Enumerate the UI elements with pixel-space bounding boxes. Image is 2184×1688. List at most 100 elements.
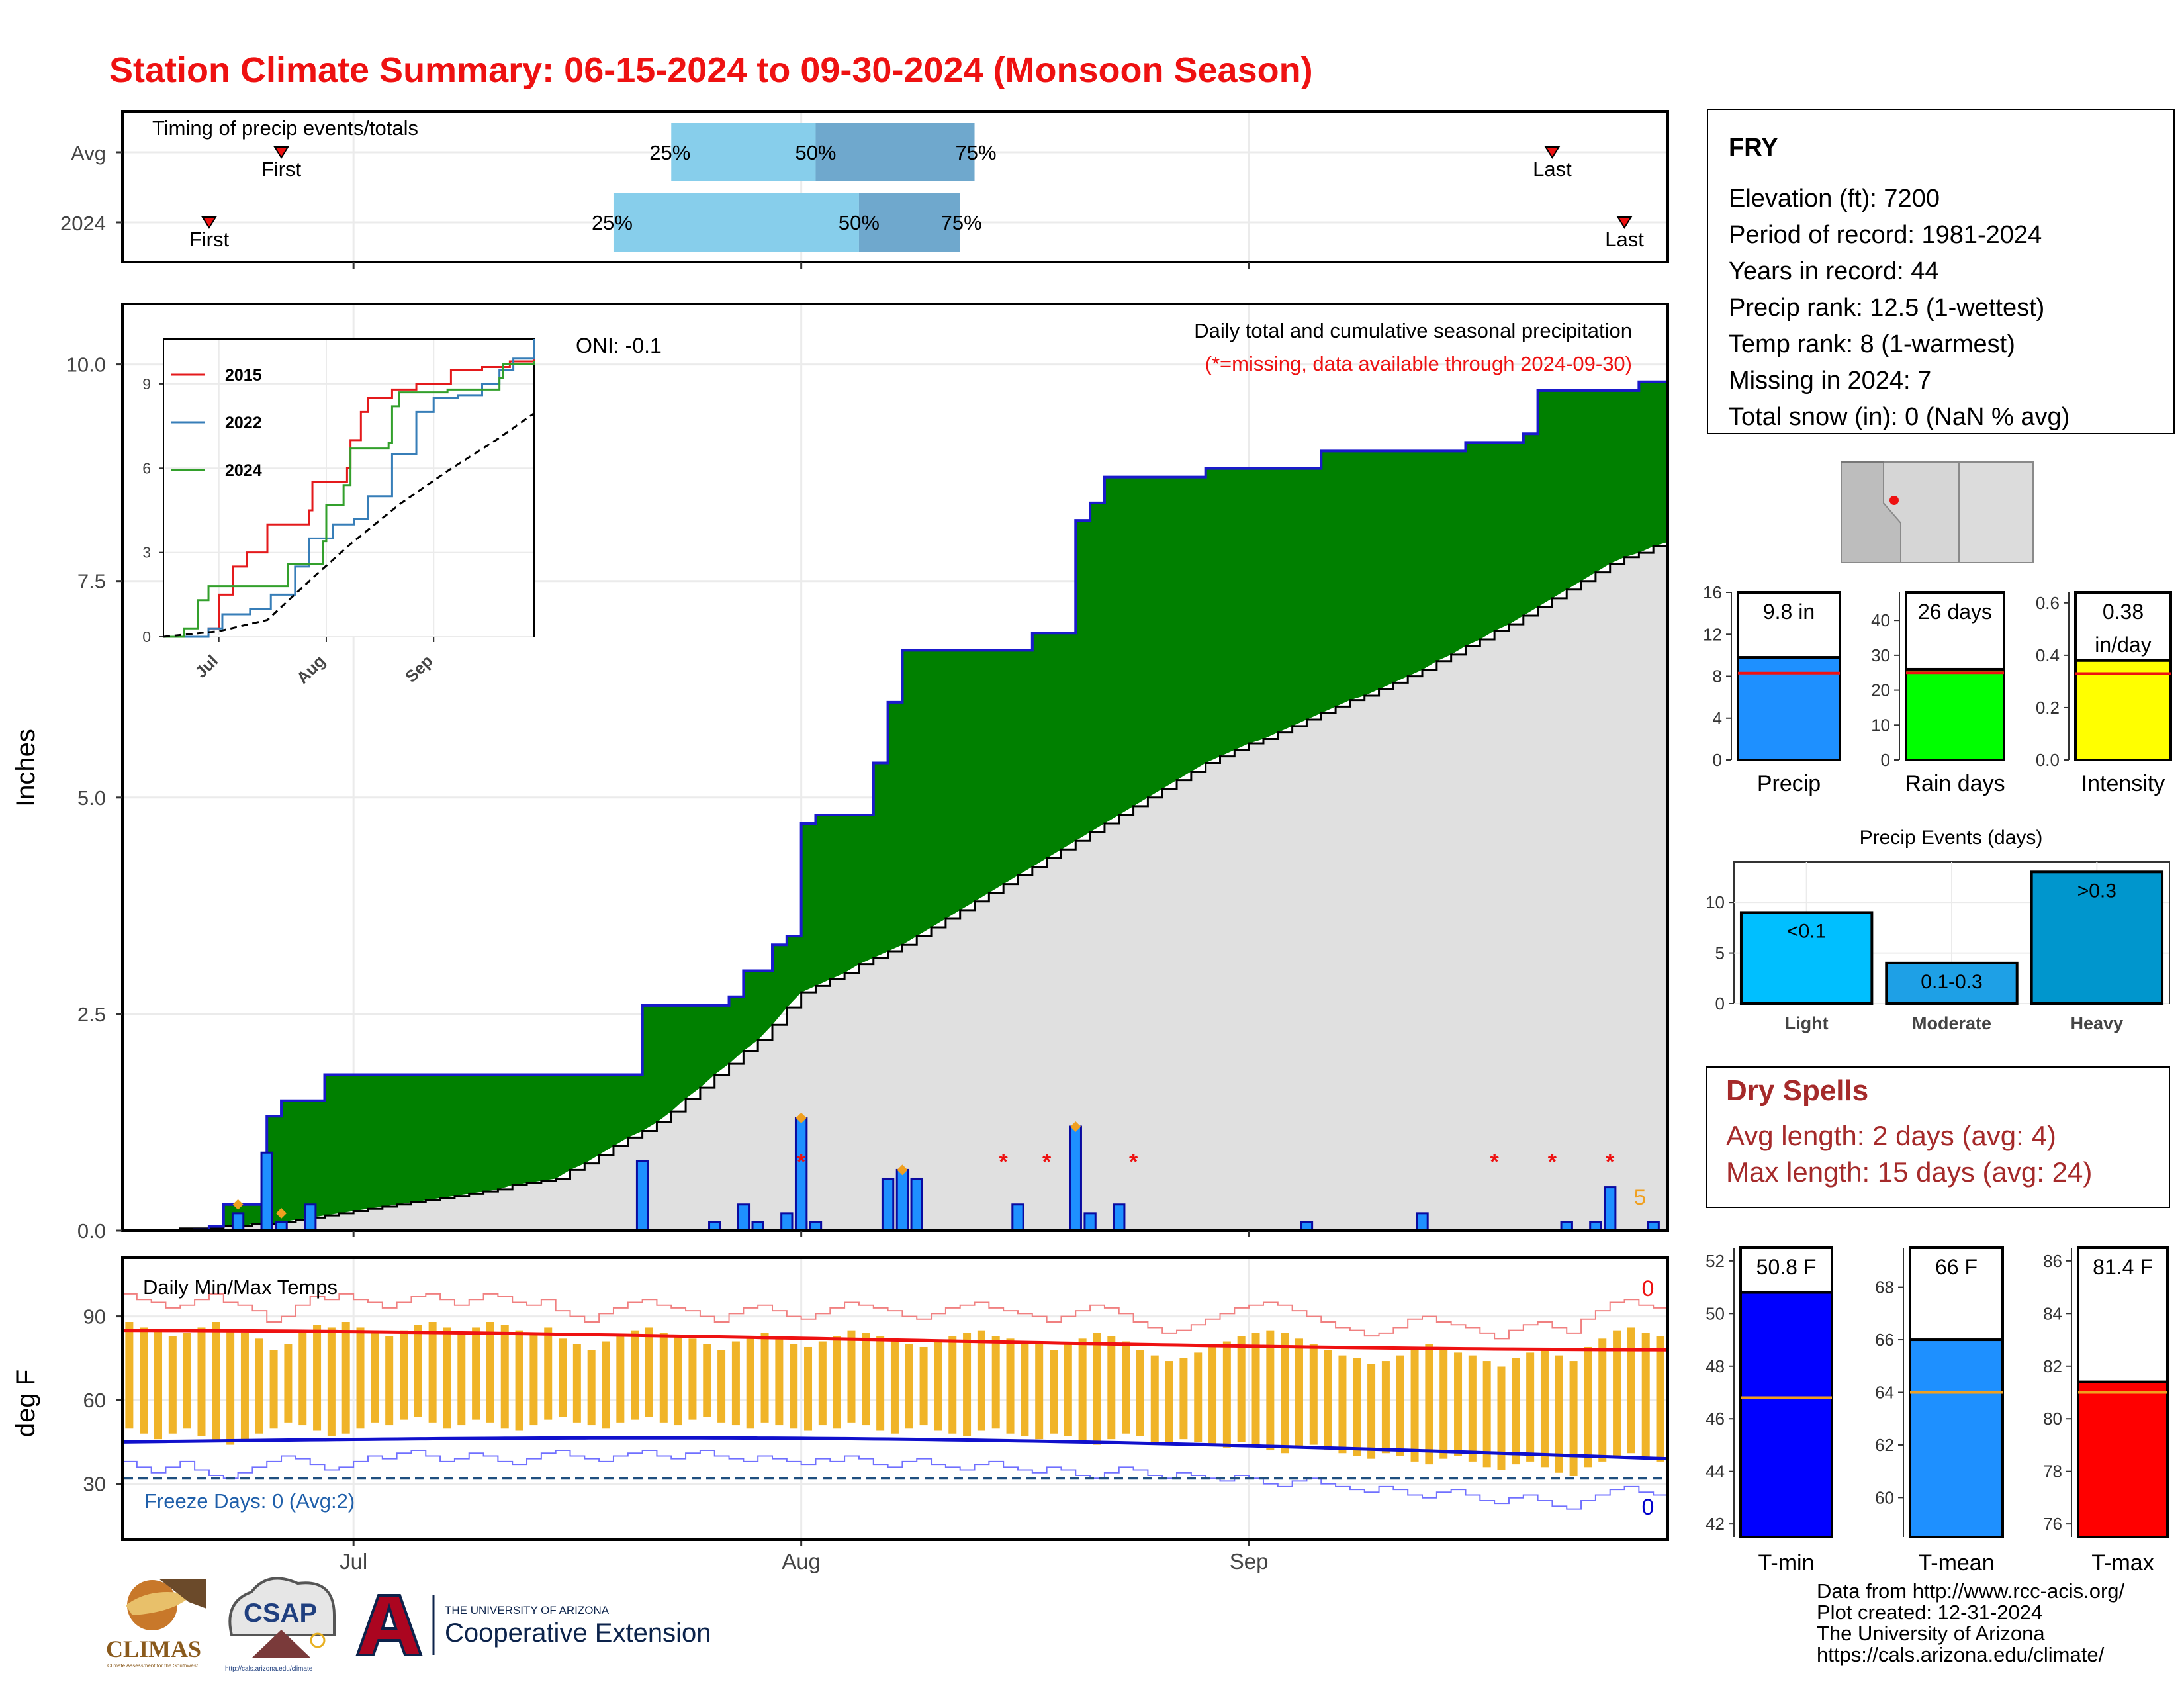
temp-y-tick-label: 62 <box>1875 1435 1894 1455</box>
total-category-label: Precip <box>1757 771 1821 796</box>
daily-temp-bar <box>226 1330 235 1445</box>
total-value-label: 26 days <box>1918 600 1992 624</box>
temp-y-tick-label: 50 <box>1706 1303 1725 1323</box>
daily-temp-bar <box>963 1333 972 1436</box>
daily-temp-bar <box>284 1344 293 1423</box>
missing-day-marker: * <box>1042 1149 1052 1174</box>
ua-big-text: Cooperative Extension <box>445 1618 711 1648</box>
temp-y-tick-label: 42 <box>1706 1514 1725 1534</box>
inset-y-tick-label: 9 <box>142 375 151 393</box>
temp-panel: 30 60 90 Daily Min/Max Temps Freeze Days: … <box>11 1256 1669 1546</box>
temp-y-tick-label: 60 <box>83 1389 106 1412</box>
daily-temp-bar <box>125 1322 134 1429</box>
csap-logo-url: http://cals.arizona.edu/climate <box>225 1665 313 1673</box>
daily-temp-bar <box>1540 1350 1549 1468</box>
precip-marks: * * * * * * * <box>122 380 1669 1232</box>
daily-temp-bar <box>1179 1358 1188 1440</box>
temp-y-tick-label: 66 <box>1875 1330 1894 1350</box>
daily-temp-bar <box>1613 1330 1621 1456</box>
temp-legend-title: Daily Min/Max Temps <box>143 1276 338 1299</box>
daily-temp-bar <box>371 1330 379 1423</box>
daily-temp-bar <box>1309 1344 1318 1445</box>
temp-y-tick-label: 68 <box>1875 1278 1894 1297</box>
temp-value-label: 66 F <box>1935 1255 1978 1279</box>
inset-series-line <box>163 339 535 638</box>
temp-y-tick-label: 86 <box>2043 1251 2062 1271</box>
daily-precip-bar <box>780 1212 794 1232</box>
daily-temp-bar <box>1251 1333 1260 1445</box>
record-marker <box>897 1164 908 1176</box>
total-y-tick-label: 0.0 <box>2036 750 2060 770</box>
timing-marks: 25% 50% 75% First Last 25% 50% 75% First Last <box>116 113 1666 269</box>
daily-temp-bar <box>847 1330 856 1423</box>
y-tick-label: 5.0 <box>77 786 106 810</box>
temp-y-tick-label: 46 <box>1706 1409 1725 1429</box>
temp-y-tick-label: 30 <box>83 1473 106 1496</box>
events-bar-label: <0.1 <box>1787 920 1826 942</box>
events-bar <box>1739 911 1874 1006</box>
daily-temp-bar <box>703 1344 711 1417</box>
temp-y-tick-label: 90 <box>83 1305 106 1329</box>
average-cumulative-area <box>122 541 1668 1231</box>
daily-temp-bar <box>428 1322 437 1423</box>
events-y-tick-label: 5 <box>1715 943 1725 963</box>
daily-temp-bar <box>572 1344 581 1423</box>
daily-temp-bar <box>1641 1333 1650 1459</box>
daily-temp-bar <box>934 1341 942 1431</box>
event-marker <box>1616 216 1633 229</box>
figure-title: Station Climate Summary: 06-15-2024 to 0… <box>109 50 1313 90</box>
timing-title: Timing of precip events/totals <box>152 117 418 140</box>
station-line: Total snow (in): 0 (NaN % avg) <box>1729 403 2070 431</box>
inset-y-tick-label: 3 <box>142 544 151 561</box>
daily-temp-bar <box>457 1333 466 1426</box>
temp-y-tick-label: 48 <box>1706 1356 1725 1376</box>
temp-y-tick-label: 44 <box>1706 1462 1725 1481</box>
temp-count-bottom: 0 <box>1642 1495 1655 1520</box>
events-title: Precip Events (days) <box>1860 827 2043 849</box>
inset-y-tick-label: 0 <box>142 628 151 645</box>
daily-temp-bar <box>1656 1336 1664 1462</box>
daily-temp-bar <box>905 1344 913 1429</box>
daily-temp-bar <box>1598 1338 1607 1462</box>
event-label: Last <box>1533 158 1572 181</box>
daily-temp-bar <box>1353 1358 1361 1456</box>
daily-temp-bar <box>1093 1333 1101 1445</box>
total-y-tick-label: 0.2 <box>2036 698 2060 718</box>
daily-temp-bar <box>1237 1336 1246 1442</box>
daily-temp-bar <box>1454 1352 1463 1456</box>
daily-temp-bar <box>1410 1346 1419 1462</box>
daily-temp-bar <box>977 1330 985 1431</box>
station-name: FRY <box>1729 134 1778 162</box>
inset-legend-label: 2022 <box>225 414 262 432</box>
daily-temp-bar <box>269 1350 278 1429</box>
quartile-box-upper <box>858 193 960 252</box>
temp-bar <box>1739 1291 1833 1538</box>
total-y-tick-label: 40 <box>1871 610 1890 630</box>
daily-temp-bar <box>1425 1344 1433 1465</box>
average-min-line <box>122 1436 1668 1461</box>
event-label: First <box>189 228 230 251</box>
quartile-box-upper <box>815 123 975 181</box>
dry-spells-title: Dry Spells <box>1726 1074 1868 1107</box>
daily-temp-bar <box>1122 1341 1130 1434</box>
daily-precip-bar <box>1604 1186 1617 1232</box>
daily-temp-bar <box>529 1333 538 1426</box>
daily-temp-bar <box>500 1325 509 1429</box>
y-tick-label: 10.0 <box>66 353 106 377</box>
daily-temp-bar <box>659 1333 668 1423</box>
event-marker <box>273 146 289 159</box>
events-bar-label: 0.1-0.3 <box>1921 971 1982 993</box>
record-low-line <box>122 1450 1668 1510</box>
quartile-label: 50% <box>839 211 880 234</box>
daily-temp-bar <box>760 1333 769 1423</box>
average-cumulative-line <box>122 541 1669 1232</box>
inset-legend-label: 2015 <box>225 366 262 385</box>
inset-y-tick-label: 6 <box>142 459 151 477</box>
temp-marks: 30 60 90 <box>83 1259 1668 1546</box>
daily-temp-bar <box>1064 1344 1072 1436</box>
daily-precip-bar <box>1113 1203 1126 1232</box>
inset-series-line <box>163 355 535 638</box>
daily-precip-bar <box>635 1160 649 1232</box>
daily-temp-bar <box>443 1327 451 1429</box>
temp-bar <box>1909 1338 2004 1538</box>
